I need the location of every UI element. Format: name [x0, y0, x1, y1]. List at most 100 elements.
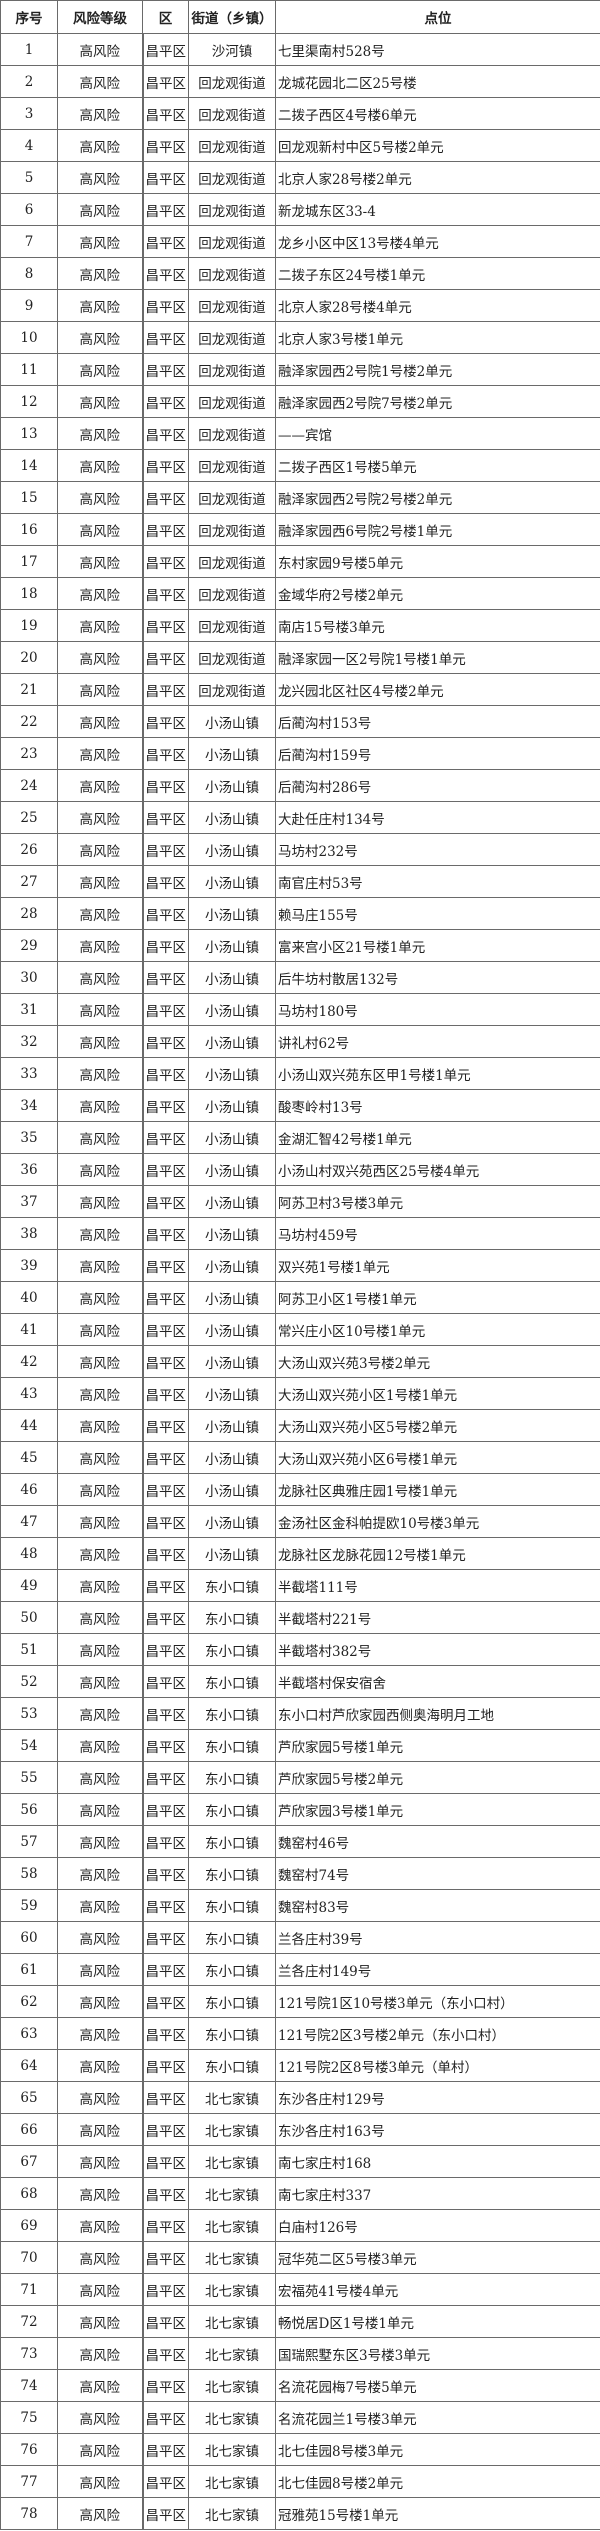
serial-number-cell: 52	[0, 1665, 58, 1698]
risk-level-cell: 高风险	[57, 1793, 143, 1826]
location-cell: 新龙城东区33-4	[275, 193, 600, 226]
district-cell: 昌平区	[141, 2369, 189, 2402]
header-street-town: 街道（乡镇）	[188, 0, 276, 34]
street-town-cell: 东小口镇	[188, 1857, 276, 1890]
district-cell: 昌平区	[141, 449, 189, 482]
district-cell: 昌平区	[141, 1217, 189, 1250]
street-town-cell: 小汤山镇	[188, 1217, 276, 1250]
location-cell: 金湖汇智42号楼1单元	[275, 1121, 600, 1154]
serial-number-cell: 78	[0, 2497, 58, 2530]
district-cell: 昌平区	[141, 2177, 189, 2210]
location-cell: 大赴任庄村134号	[275, 801, 600, 834]
risk-level-cell: 高风险	[57, 609, 143, 642]
location-cell: 北京人家28号楼4单元	[275, 289, 600, 322]
serial-number-cell: 35	[0, 1121, 58, 1154]
district-cell: 昌平区	[141, 1537, 189, 1570]
location-cell: 南官庄村53号	[275, 865, 600, 898]
risk-level-cell: 高风险	[57, 1537, 143, 1570]
serial-number-cell: 4	[0, 129, 58, 162]
location-cell: 121号院2区3号楼2单元（东小口村）	[275, 2017, 600, 2050]
location-cell: 龙乡小区中区13号楼4单元	[275, 225, 600, 258]
risk-level-cell: 高风险	[57, 2209, 143, 2242]
serial-number-cell: 12	[0, 385, 58, 418]
serial-number-cell: 24	[0, 769, 58, 802]
district-cell: 昌平区	[141, 1025, 189, 1058]
street-town-cell: 回龙观街道	[188, 97, 276, 130]
risk-level-cell: 高风险	[57, 2273, 143, 2306]
risk-level-cell: 高风险	[57, 705, 143, 738]
table-row: 69 高风险 昌平区 北七家镇 白庙村126号	[0, 2209, 600, 2242]
serial-number-cell: 9	[0, 289, 58, 322]
risk-level-cell: 高风险	[57, 673, 143, 706]
district-cell: 昌平区	[141, 833, 189, 866]
location-cell: 半截塔村382号	[275, 1633, 600, 1666]
table-body: 1 高风险 昌平区 沙河镇 七里渠南村528号 2 高风险 昌平区 回龙观街道 龙城花园北二区25…	[0, 33, 600, 2530]
district-cell: 昌平区	[141, 385, 189, 418]
street-town-cell: 北七家镇	[188, 2465, 276, 2498]
district-cell: 昌平区	[141, 801, 189, 834]
street-town-cell: 小汤山镇	[188, 1121, 276, 1154]
serial-number-cell: 57	[0, 1825, 58, 1858]
table-row: 37 高风险 昌平区 小汤山镇 阿苏卫村3号楼3单元	[0, 1185, 600, 1218]
district-cell: 昌平区	[141, 1889, 189, 1922]
street-town-cell: 小汤山镇	[188, 897, 276, 930]
serial-number-cell: 21	[0, 673, 58, 706]
street-town-cell: 北七家镇	[188, 2113, 276, 2146]
district-cell: 昌平区	[141, 2209, 189, 2242]
district-cell: 昌平区	[141, 897, 189, 930]
table-row: 17 高风险 昌平区 回龙观街道 东村家园9号楼5单元	[0, 545, 600, 578]
table-row: 71 高风险 昌平区 北七家镇 宏福苑41号楼4单元	[0, 2273, 600, 2306]
risk-level-cell: 高风险	[57, 737, 143, 770]
table-row: 20 高风险 昌平区 回龙观街道 融泽家园一区2号院1号楼1单元	[0, 641, 600, 674]
location-cell: 龙城花园北二区25号楼	[275, 65, 600, 98]
table-row: 15 高风险 昌平区 回龙观街道 融泽家园西2号院2号楼2单元	[0, 481, 600, 514]
table-row: 51 高风险 昌平区 东小口镇 半截塔村382号	[0, 1633, 600, 1666]
location-cell: 融泽家园一区2号院1号楼1单元	[275, 641, 600, 674]
location-cell: 融泽家园西2号院1号楼2单元	[275, 353, 600, 386]
street-town-cell: 东小口镇	[188, 1761, 276, 1794]
serial-number-cell: 29	[0, 929, 58, 962]
risk-level-cell: 高风险	[57, 513, 143, 546]
district-cell: 昌平区	[141, 609, 189, 642]
risk-level-cell: 高风险	[57, 2081, 143, 2114]
district-cell: 昌平区	[141, 2049, 189, 2082]
location-cell: 金域华府2号楼2单元	[275, 577, 600, 610]
serial-number-cell: 2	[0, 65, 58, 98]
district-cell: 昌平区	[141, 417, 189, 450]
district-cell: 昌平区	[141, 97, 189, 130]
street-town-cell: 回龙观街道	[188, 65, 276, 98]
district-cell: 昌平区	[141, 129, 189, 162]
serial-number-cell: 20	[0, 641, 58, 674]
location-cell: 冠雅苑15号楼1单元	[275, 2497, 600, 2530]
district-cell: 昌平区	[141, 1089, 189, 1122]
district-cell: 昌平区	[141, 2145, 189, 2178]
serial-number-cell: 34	[0, 1089, 58, 1122]
location-cell: 东沙各庄村163号	[275, 2113, 600, 2146]
street-town-cell: 小汤山镇	[188, 1057, 276, 1090]
header-district: 区	[142, 0, 189, 34]
risk-level-cell: 高风险	[57, 129, 143, 162]
location-cell: 大汤山双兴苑小区1号楼1单元	[275, 1377, 600, 1410]
header-risk-level: 风险等级	[57, 0, 143, 34]
risk-level-cell: 高风险	[57, 1313, 143, 1346]
table-row: 30 高风险 昌平区 小汤山镇 后牛坊村散居132号	[0, 961, 600, 994]
table-row: 3 高风险 昌平区 回龙观街道 二拨子西区4号楼6单元	[0, 97, 600, 130]
location-cell: 小汤山双兴苑东区甲1号楼1单元	[275, 1057, 600, 1090]
table-row: 74 高风险 昌平区 北七家镇 名流花园梅7号楼5单元	[0, 2369, 600, 2402]
serial-number-cell: 64	[0, 2049, 58, 2082]
table-row: 48 高风险 昌平区 小汤山镇 龙脉社区龙脉花园12号楼1单元	[0, 1537, 600, 1570]
serial-number-cell: 55	[0, 1761, 58, 1794]
district-cell: 昌平区	[141, 1409, 189, 1442]
table-row: 39 高风险 昌平区 小汤山镇 双兴苑1号楼1单元	[0, 1249, 600, 1282]
risk-level-cell: 高风险	[57, 1153, 143, 1186]
risk-level-cell: 高风险	[57, 1569, 143, 1602]
table-row: 53 高风险 昌平区 东小口镇 东小口村芦欣家园西侧奥海明月工地	[0, 1697, 600, 1730]
serial-number-cell: 42	[0, 1345, 58, 1378]
location-cell: 龙兴园北区社区4号楼2单元	[275, 673, 600, 706]
location-cell: 半截塔111号	[275, 1569, 600, 1602]
risk-level-cell: 高风险	[57, 2241, 143, 2274]
table-row: 10 高风险 昌平区 回龙观街道 北京人家3号楼1单元	[0, 321, 600, 354]
location-cell: 大汤山双兴苑3号楼2单元	[275, 1345, 600, 1378]
location-cell: 半截塔村221号	[275, 1601, 600, 1634]
